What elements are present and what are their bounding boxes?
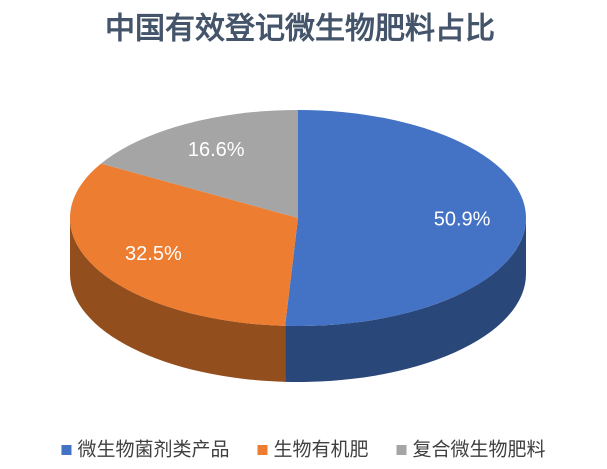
legend-swatch <box>257 445 268 455</box>
legend-label: 微生物菌剂类产品 <box>77 439 229 461</box>
legend-swatch <box>396 445 407 455</box>
slice <box>285 110 527 327</box>
slice <box>101 110 299 218</box>
data-label: 50.9% <box>434 208 491 230</box>
slice-side <box>285 218 526 382</box>
slice <box>69 163 298 326</box>
legend: 微生物菌剂类产品 生物有机肥 复合微生物肥料 <box>61 439 546 461</box>
pie: 50.9% 32.5% 16.6% <box>69 110 527 382</box>
legend-label: 复合微生物肥料 <box>413 439 546 461</box>
legend-label: 生物有机肥 <box>273 439 368 461</box>
slice-side <box>70 218 286 382</box>
legend-swatch <box>61 445 72 455</box>
chart-title: 中国有效登记微生物肥料占比 <box>105 12 495 47</box>
data-label: 16.6% <box>188 139 245 161</box>
data-label: 32.5% <box>125 243 182 265</box>
